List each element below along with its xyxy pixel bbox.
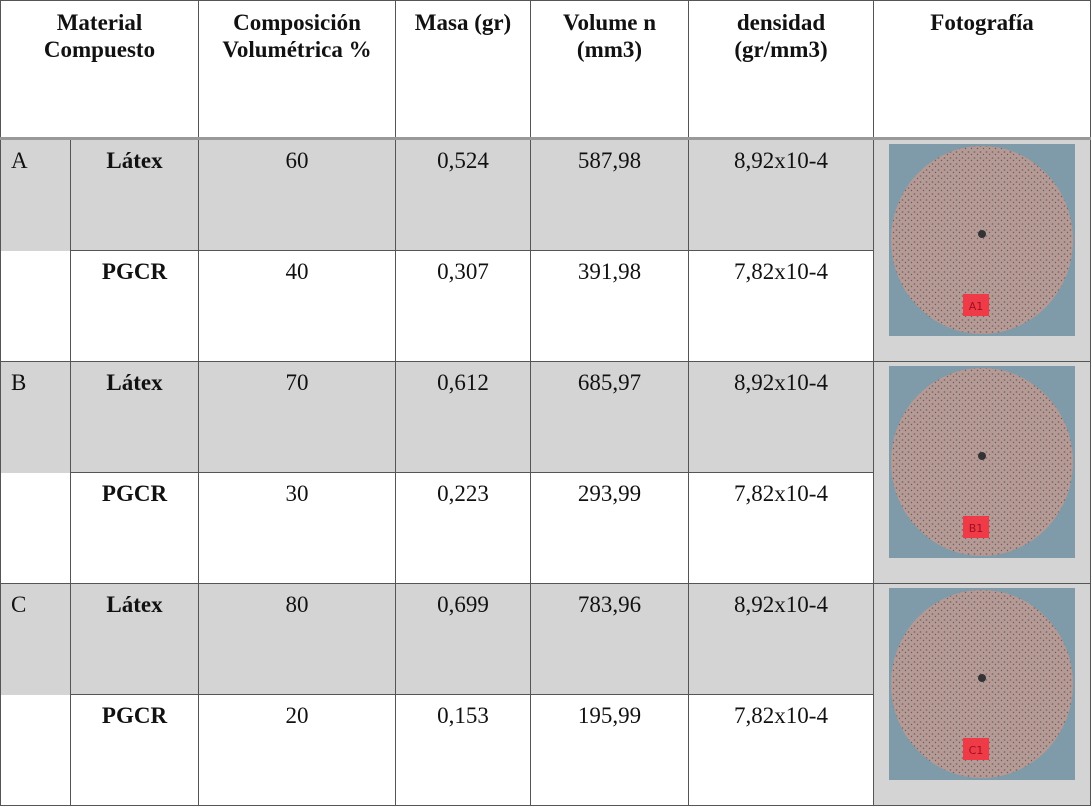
header-cell: Fotografía — [873, 0, 1091, 140]
value-cell: 685,97 — [530, 361, 689, 473]
value-cell: 80 — [198, 583, 396, 695]
value-cell: 60 — [198, 138, 396, 251]
group-letter — [0, 472, 71, 584]
photo-label: A1 — [969, 300, 984, 313]
value-cell: 20 — [198, 694, 396, 806]
photo-label: C1 — [969, 744, 984, 757]
value-cell: 30 — [198, 472, 396, 584]
photo-cell: C1 — [873, 583, 1091, 806]
value-cell: 587,98 — [530, 138, 689, 251]
header-cell: Volume n (mm3) — [530, 0, 689, 140]
value-cell: 0,153 — [395, 694, 531, 806]
value-cell: 0,307 — [395, 250, 531, 362]
table-row: PGCR 40 0,307 391,98 7,82x10-4 — [0, 250, 1091, 362]
value-cell: 7,82x10-4 — [688, 472, 874, 584]
photo-label: B1 — [969, 522, 984, 535]
value-cell: 293,99 — [530, 472, 689, 584]
table-row: A Látex 60 0,524 587,98 8,92x10-4 A1 — [0, 138, 1091, 362]
value-cell: 8,92x10-4 — [688, 138, 874, 251]
component-name: Látex — [70, 583, 199, 695]
header-cell: Composición Volumétrica % — [198, 0, 396, 140]
value-cell: 7,82x10-4 — [688, 250, 874, 362]
header-cell: Masa (gr) — [395, 0, 531, 140]
group-letter: A — [0, 138, 71, 251]
value-cell: 195,99 — [530, 694, 689, 806]
table-row: B Látex 70 0,612 685,97 8,92x10-4 B1 — [0, 361, 1091, 584]
header-row: Material Compuesto Composición Volumétric… — [0, 0, 1091, 140]
header-cell: densidad (gr/mm3) — [688, 0, 874, 140]
value-cell: 0,524 — [395, 138, 531, 251]
photo-cell: A1 — [873, 138, 1091, 362]
photo-cell: B1 — [873, 361, 1091, 584]
group-letter — [0, 250, 71, 362]
component-name: Látex — [70, 361, 199, 473]
table-row: PGCR 20 0,153 195,99 7,82x10-4 — [0, 694, 1091, 806]
value-cell: 40 — [198, 250, 396, 362]
sample-photo: B1 — [889, 366, 1075, 558]
value-cell: 0,699 — [395, 583, 531, 695]
value-cell: 783,96 — [530, 583, 689, 695]
group-letter — [0, 694, 71, 806]
component-name: PGCR — [70, 250, 199, 362]
value-cell: 7,82x10-4 — [688, 694, 874, 806]
value-cell: 0,612 — [395, 361, 531, 473]
component-name: PGCR — [70, 694, 199, 806]
group-letter: B — [0, 361, 71, 473]
table-row: C Látex 80 0,699 783,96 8,92x10-4 C1 — [0, 583, 1091, 806]
table-row: PGCR 30 0,223 293,99 7,82x10-4 — [0, 472, 1091, 584]
sample-photo: C1 — [889, 588, 1075, 780]
component-name: Látex — [70, 138, 199, 251]
component-name: PGCR — [70, 472, 199, 584]
value-cell: 8,92x10-4 — [688, 361, 874, 473]
group-letter: C — [0, 583, 71, 695]
value-cell: 8,92x10-4 — [688, 583, 874, 695]
header-cell: Material Compuesto — [0, 0, 199, 140]
value-cell: 70 — [198, 361, 396, 473]
value-cell: 391,98 — [530, 250, 689, 362]
value-cell: 0,223 — [395, 472, 531, 584]
sample-photo: A1 — [889, 144, 1075, 336]
